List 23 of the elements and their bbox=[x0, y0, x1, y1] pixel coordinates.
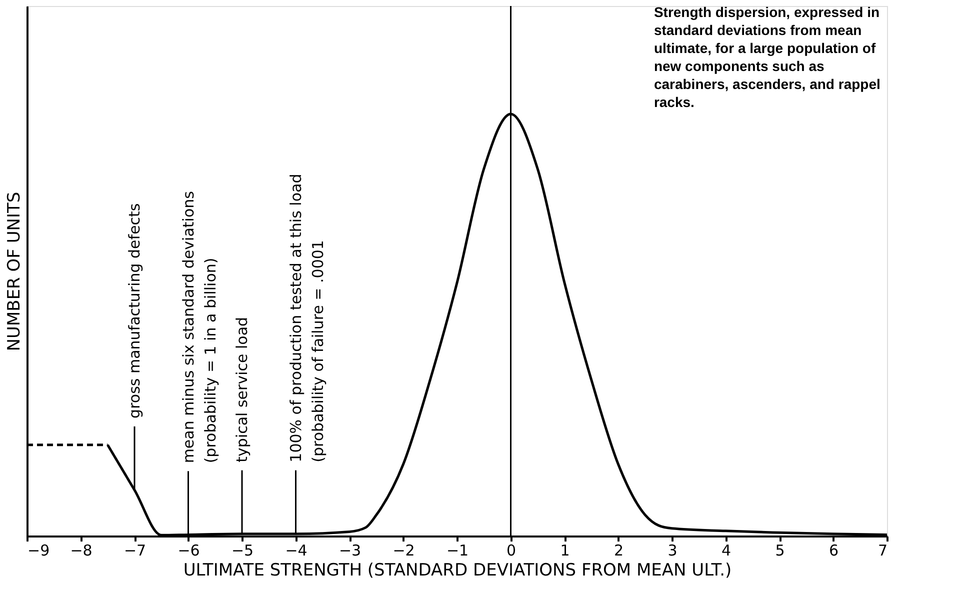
x-axis-title: ULTIMATE STRENGTH (STANDARD DEVIATIONS FROM MEAN ULT.) bbox=[183, 560, 732, 580]
annotation: mean minus six standard deviations (probability = 1 in a billion) bbox=[179, 190, 220, 464]
x-tick-label: 4 bbox=[721, 542, 732, 560]
x-tick-label: −3 bbox=[338, 542, 362, 560]
x-tick-label: 2 bbox=[614, 542, 624, 560]
annotation: typical service load bbox=[233, 316, 251, 462]
x-tick-label: −9 bbox=[28, 542, 50, 560]
x-tick-label: −6 bbox=[178, 542, 200, 560]
x-tick-label: 1 bbox=[560, 542, 570, 560]
x-tick-label: −7 bbox=[124, 542, 146, 560]
x-tick-label: −1 bbox=[446, 542, 469, 560]
text: Strength dispersion, expressed in standard deviations from mean ultimate, for a large population of new components such as carabiners, ascenders, and rappel racks. bbox=[654, 4, 880, 110]
annotation: gross manufacturing defects bbox=[126, 203, 144, 418]
x-tick-label: 7 bbox=[878, 542, 888, 560]
x-tick-label: −8 bbox=[70, 542, 92, 560]
x-tick-label: 0 bbox=[506, 542, 516, 560]
x-tick-label: 6 bbox=[828, 542, 839, 560]
x-tick-label: −2 bbox=[392, 542, 415, 560]
y-axis-title: NUMBER OF UNITS bbox=[4, 192, 24, 352]
x-tick-label: 3 bbox=[668, 542, 678, 560]
x-tick-label: 5 bbox=[775, 542, 785, 560]
x-tick-label: −4 bbox=[285, 542, 308, 560]
x-tick-label: −5 bbox=[231, 542, 254, 560]
